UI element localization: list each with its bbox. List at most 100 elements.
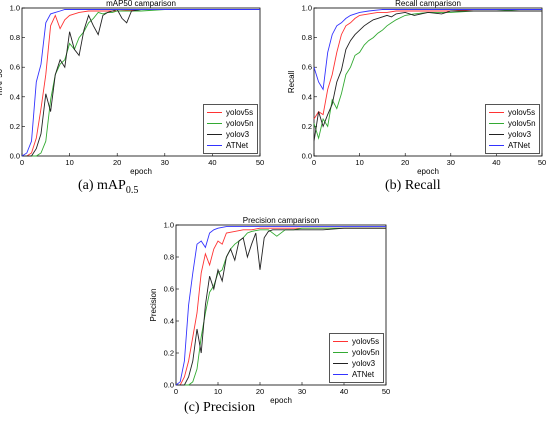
chart-svg: Recall camparison 0 10 20 30 40 50 0.0 0.2 0.4 0.6…: [287, 0, 546, 176]
x-tick-label: 0: [312, 158, 316, 167]
x-tick-label: 50: [538, 158, 546, 167]
series-line-yolov5n: [22, 9, 260, 157]
y-tick-label: 0.8: [302, 33, 312, 42]
legend-swatch: [333, 352, 348, 353]
series-line-atnet: [21, 9, 260, 157]
chart-legend: yolov5s yolov5n yolov3 ATNet: [329, 333, 384, 383]
legend-swatch: [207, 123, 222, 124]
x-tick-label: 50: [382, 387, 390, 396]
y-tick-label: 1.0: [10, 4, 20, 13]
legend-swatch: [207, 134, 222, 135]
figure-caption: (a) mAP0.5: [78, 178, 138, 196]
y-tick-label: 0.0: [164, 381, 174, 390]
legend-label: yolov5n: [508, 119, 536, 128]
x-tick-label: 40: [492, 158, 500, 167]
legend-swatch: [333, 341, 348, 342]
legend-swatch: [207, 112, 222, 113]
y-axis-label: Precision: [149, 289, 158, 322]
legend-swatch: [333, 363, 348, 364]
y-tick-label: 0.6: [302, 63, 312, 72]
legend-entry: yolov3: [333, 358, 380, 369]
x-tick-label: 40: [340, 387, 348, 396]
chart-legend: yolov5s yolov5n yolov3 ATNet: [485, 104, 540, 154]
x-tick-label: 30: [298, 387, 306, 396]
series-line-yolov5n: [176, 227, 386, 386]
x-tick-label: 50: [256, 158, 264, 167]
legend-entry: yolov5s: [489, 107, 536, 118]
x-tick-label: 30: [161, 158, 169, 167]
series-line-atnet: [313, 9, 542, 91]
x-tick-label: 40: [208, 158, 216, 167]
x-tick-label: 10: [214, 387, 222, 396]
legend-swatch: [489, 123, 504, 124]
y-tick-label: 0.6: [164, 285, 174, 294]
y-tick-label: 0.6: [10, 63, 20, 72]
x-tick-label: 0: [20, 158, 24, 167]
recall-chart-panel: Recall camparison 0 10 20 30 40 50 0.0 0.2 0.4 0.6…: [280, 0, 550, 205]
chart-legend: yolov5s yolov5n yolov3 ATNet: [203, 104, 258, 154]
map50-chart-panel: mAP50 camparison 0 10 20 30 40 50 0.0 0.2 0.4 0.6 0…: [0, 0, 270, 205]
legend-label: ATNet: [508, 141, 531, 150]
x-axis-label: epoch: [270, 396, 292, 405]
legend-entry: yolov5s: [333, 336, 380, 347]
series-line-yolov5n: [313, 9, 542, 140]
x-tick-label: 20: [401, 158, 409, 167]
legend-swatch: [489, 134, 504, 135]
legend-label: yolov3: [226, 130, 250, 139]
x-tick-label: 30: [447, 158, 455, 167]
legend-label: ATNet: [226, 141, 249, 150]
legend-label: ATNet: [352, 370, 375, 379]
y-tick-label: 0.4: [10, 92, 20, 101]
caption-text: (a) mAP: [78, 178, 126, 193]
chart-svg: mAP50 camparison 0 10 20 30 40 50 0.0 0.2 0.4 0.6 0…: [0, 0, 264, 176]
caption-subscript: 0.5: [125, 184, 139, 196]
y-tick-label: 0.4: [164, 317, 174, 326]
legend-label: yolov5n: [352, 348, 380, 357]
y-tick-label: 0.8: [10, 33, 20, 42]
legend-label: yolov3: [508, 130, 532, 139]
y-tick-label: 0.2: [10, 122, 20, 131]
legend-label: yolov5s: [352, 337, 380, 346]
legend-label: yolov5n: [226, 119, 254, 128]
chart-title: Precision camparison: [243, 216, 319, 225]
y-tick-label: 1.0: [164, 221, 174, 230]
y-tick-label: 0.2: [164, 349, 174, 358]
x-axis-label: epoch: [417, 167, 439, 176]
y-tick-label: 1.0: [302, 4, 312, 13]
legend-entry: ATNet: [207, 140, 254, 151]
legend-entry: yolov3: [207, 129, 254, 140]
series-line-yolov3: [313, 10, 542, 142]
y-tick-label: 0.4: [302, 92, 312, 101]
y-tick-label: 0.8: [164, 253, 174, 262]
legend-entry: yolov5s: [207, 107, 254, 118]
figure-caption: (b) Recall: [385, 178, 441, 194]
x-tick-label: 0: [174, 387, 178, 396]
y-axis-label: Recall: [287, 71, 296, 93]
series-line-atnet: [175, 226, 386, 386]
legend-swatch: [207, 145, 222, 146]
x-axis-label: epoch: [130, 167, 152, 176]
legend-entry: yolov5n: [489, 118, 536, 129]
legend-entry: yolov5n: [333, 347, 380, 358]
legend-label: yolov5s: [226, 108, 254, 117]
y-tick-label: 0.0: [302, 152, 312, 161]
chart-title: mAP50 camparison: [106, 0, 176, 8]
chart-svg: Precision camparison 0 10 20 30 40 50 0.0 0.2 0.4…: [149, 216, 390, 405]
legend-swatch: [333, 374, 348, 375]
legend-entry: ATNet: [489, 140, 536, 151]
x-tick-label: 10: [65, 158, 73, 167]
legend-entry: yolov3: [489, 129, 536, 140]
legend-label: yolov5s: [508, 108, 536, 117]
legend-label: yolov3: [352, 359, 376, 368]
x-tick-label: 20: [256, 387, 264, 396]
y-axis-label: mAP50: [0, 68, 4, 95]
y-tick-label: 0.2: [302, 122, 312, 131]
precision-chart-panel: Precision camparison 0 10 20 30 40 50 0.0 0.2 0.4…: [140, 210, 410, 422]
series-line-yolov3: [176, 227, 386, 386]
figure-caption: (c) Precision: [184, 400, 255, 416]
x-tick-label: 10: [355, 158, 363, 167]
legend-swatch: [489, 112, 504, 113]
caption-text: (b) Recall: [385, 178, 441, 193]
caption-text: (c) Precision: [184, 400, 256, 415]
legend-entry: yolov5n: [207, 118, 254, 129]
